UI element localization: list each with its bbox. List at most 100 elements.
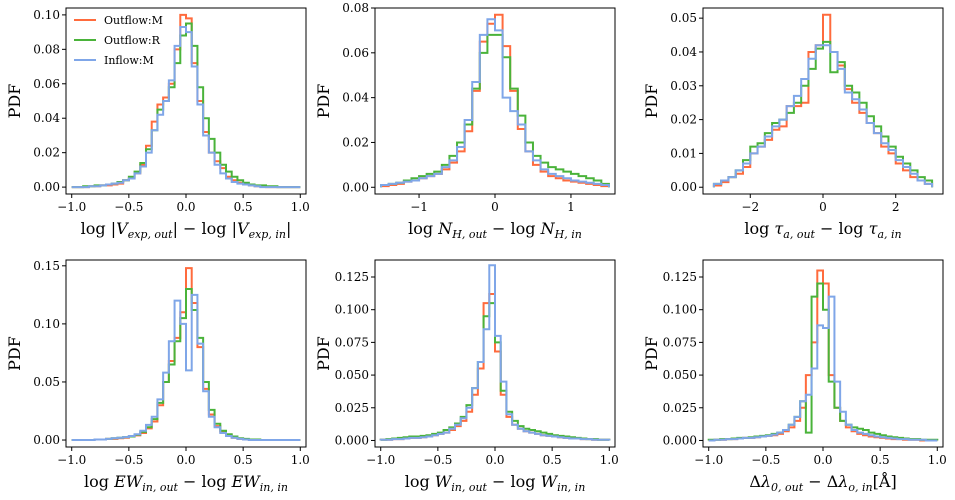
x-label-variable: V: [116, 219, 129, 238]
x-label-text: − log: [815, 219, 869, 238]
x-tick-label: −0.5: [751, 453, 780, 467]
x-label-variable: W: [435, 472, 453, 491]
x-tick-label: 0.5: [234, 200, 253, 214]
y-tick-label: 0.02: [33, 146, 60, 160]
y-tick-label: 0.02: [670, 113, 697, 127]
y-tick-label: 0.06: [33, 77, 60, 91]
x-label-variable: τ: [774, 219, 784, 238]
histogram-inflow-m: [71, 25, 301, 189]
x-label-subscript: in, out: [142, 481, 178, 494]
x-label-variable: τ: [869, 219, 879, 238]
x-tick-label: 0.5: [871, 453, 890, 467]
x-tick-label: 1.0: [291, 453, 310, 467]
x-tick-label: −1.0: [57, 453, 86, 467]
histogram-outflow-r: [380, 33, 610, 188]
y-tick-label: 0.100: [663, 303, 697, 317]
y-tick-label: 0.075: [335, 335, 369, 349]
y-tick-label: 0.00: [33, 180, 60, 194]
y-axis-label: PDF: [314, 336, 333, 371]
x-label-variable: W: [541, 472, 559, 491]
x-tick-label: −2: [741, 200, 759, 214]
x-tick-label: −1.0: [694, 453, 723, 467]
x-label-variable: λ: [760, 472, 771, 491]
x-label-subscript: exp, in: [249, 228, 286, 241]
x-label-text: |: [286, 219, 291, 238]
y-tick-label: 0.050: [335, 368, 369, 382]
histogram-inflow-m: [379, 264, 611, 441]
x-tick-label: 1.0: [928, 453, 947, 467]
y-tick-label: 0.125: [335, 270, 369, 284]
x-tick-label: −1: [410, 200, 428, 214]
x-label-text: log: [408, 219, 438, 238]
y-tick-label: 0.025: [663, 401, 697, 415]
x-label-subscript: o, in: [848, 481, 872, 494]
x-axis-label: Δλ0, out − Δλo, in[Å]: [749, 471, 896, 494]
x-tick-label: −0.5: [423, 453, 452, 467]
x-label-text: − log: [487, 472, 541, 491]
x-tick-label: 0.0: [176, 453, 195, 467]
histogram-outflow-r: [712, 40, 934, 188]
legend-label: Outflow:M: [104, 14, 163, 27]
y-tick-label: 0.01: [670, 146, 697, 160]
y-axis-label: PDF: [642, 84, 661, 119]
y-tick-label: 0.075: [663, 335, 697, 349]
x-tick-label: −0.5: [114, 200, 143, 214]
x-tick-label: −0.5: [114, 453, 143, 467]
x-tick-label: 0.0: [176, 200, 195, 214]
chart-panel-5: −1.0 −0.5 0.0 0.5 1.0 0.000 0.025 0.050 0.075 0.1…: [314, 259, 619, 494]
y-tick-label: 0.000: [335, 433, 369, 447]
chart-panel-6: −1.0 −0.5 0.0 0.5 1.0 0.000 0.025 0.050 0.075 0.1…: [642, 259, 947, 494]
x-label-subscript: exp, out: [128, 228, 173, 241]
histogram-outflow-r: [707, 282, 939, 441]
x-label-variable: N: [437, 219, 453, 238]
x-label-subscript: H, in: [554, 228, 582, 241]
histogram-inflow-m: [71, 293, 301, 442]
histogram-outflow-m: [712, 13, 934, 188]
x-label-text: Δ: [749, 472, 761, 491]
y-tick-label: 0.03: [670, 79, 697, 93]
x-label-text: log: [744, 219, 774, 238]
x-label-text: | − log |: [173, 219, 237, 238]
x-label-subscript: a, in: [877, 228, 901, 241]
y-tick-label: 0.050: [663, 368, 697, 382]
legend-label: Inflow:M: [104, 54, 154, 67]
chart-panel-1: −1.0 −0.5 0.0 0.5 1.0 0.00 0.02 0.04 0.06 0.08 0.1…: [5, 7, 310, 241]
x-tick-label: 1.0: [600, 453, 619, 467]
x-label-text: − log: [487, 219, 541, 238]
y-tick-label: 0.04: [33, 111, 60, 125]
axes-frame: [374, 7, 616, 195]
y-axis-label: PDF: [314, 84, 333, 119]
y-tick-label: 0.06: [342, 46, 369, 60]
x-axis-label: log τa, out − log τa, in: [744, 219, 901, 241]
x-label-subscript: 0, out: [771, 481, 804, 494]
y-tick-label: 0.04: [342, 91, 369, 105]
y-tick-label: 0.10: [33, 8, 60, 22]
y-tick-label: 0.08: [342, 1, 369, 15]
x-tick-label: 0.0: [485, 453, 504, 467]
x-axis-label: log EWin, out − log EWin, in: [84, 472, 288, 494]
x-label-variable: EW: [113, 472, 144, 491]
y-axis-label: PDF: [642, 336, 661, 371]
x-tick-label: 0: [491, 200, 499, 214]
x-axis-label: log |Vexp, out| − log |Vexp, in|: [81, 219, 292, 241]
y-tick-label: 0.00: [342, 180, 369, 194]
y-tick-label: 0.08: [33, 42, 60, 56]
x-tick-label: 0.5: [543, 453, 562, 467]
x-label-text: log: [84, 472, 114, 491]
histogram-inflow-m: [380, 18, 610, 188]
x-label-text: log |: [81, 219, 116, 238]
x-label-text: log: [405, 472, 435, 491]
y-tick-label: 0.02: [342, 135, 369, 149]
x-tick-label: 1.0: [291, 200, 310, 214]
x-label-variable: N: [540, 219, 556, 238]
histogram-outflow-r: [71, 22, 301, 189]
x-label-subscript: a, out: [783, 228, 815, 241]
y-tick-label: 0.125: [663, 270, 697, 284]
x-label-subscript: in, in: [260, 481, 288, 494]
x-axis-label: log NH, out − log NH, in: [408, 219, 582, 241]
y-tick-label: 0.025: [335, 401, 369, 415]
x-label-text: − log: [178, 472, 232, 491]
